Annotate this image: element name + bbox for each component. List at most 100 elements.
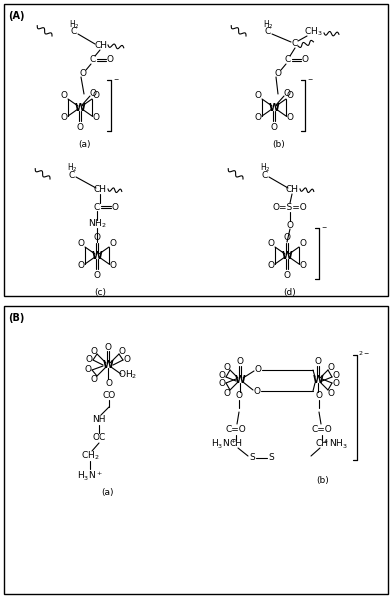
Text: (a): (a) (102, 489, 114, 498)
Text: O: O (89, 89, 96, 97)
Text: CH: CH (316, 440, 328, 448)
Text: H$_2$: H$_2$ (260, 161, 270, 174)
Text: O: O (270, 123, 278, 132)
Text: O: O (109, 240, 116, 249)
Text: O: O (267, 261, 274, 270)
Text: CH: CH (285, 185, 298, 194)
Text: O: O (254, 365, 261, 374)
Text: O: O (85, 365, 91, 374)
Text: S: S (249, 453, 255, 462)
Text: $^+$NH$_3$: $^+$NH$_3$ (321, 437, 347, 451)
Text: O: O (60, 114, 67, 123)
Text: NH: NH (92, 416, 106, 425)
Text: O: O (123, 355, 131, 364)
Text: O: O (299, 240, 307, 249)
Text: O: O (111, 203, 118, 212)
Text: O: O (85, 355, 93, 364)
Text: O: O (223, 389, 230, 398)
Text: $^-$: $^-$ (306, 75, 314, 84)
Text: CH: CH (94, 185, 107, 194)
Text: O: O (287, 221, 294, 230)
Text: (B): (B) (8, 313, 24, 323)
Text: O: O (236, 392, 243, 401)
Text: H$_2$: H$_2$ (69, 19, 79, 31)
Text: O: O (78, 240, 85, 249)
Text: O: O (254, 114, 261, 123)
Text: O: O (91, 374, 98, 383)
Text: $^-$: $^-$ (320, 224, 328, 233)
Text: O=S=O: O=S=O (272, 203, 307, 212)
Text: O: O (218, 380, 225, 389)
Text: O: O (93, 91, 100, 100)
Text: NH$_2$: NH$_2$ (88, 218, 106, 230)
Text: H$_3$N$^+$: H$_3$N$^+$ (211, 437, 237, 451)
Text: O: O (327, 389, 334, 398)
Text: O: O (91, 346, 98, 355)
Text: O: O (94, 270, 100, 279)
Text: O: O (105, 379, 113, 388)
Text: C: C (292, 39, 298, 48)
Text: C: C (69, 170, 75, 179)
Text: C: C (265, 28, 271, 36)
Text: O: O (316, 392, 323, 401)
Text: S: S (268, 453, 274, 462)
Text: (b): (b) (317, 475, 329, 484)
Text: O: O (236, 358, 243, 367)
Text: O: O (283, 233, 290, 242)
Text: O: O (314, 358, 321, 367)
Text: H$_3$N$^+$: H$_3$N$^+$ (77, 469, 103, 483)
Text: O: O (223, 362, 230, 371)
Text: O: O (267, 240, 274, 249)
Text: OH$_2$: OH$_2$ (118, 369, 138, 382)
Text: O: O (327, 362, 334, 371)
Text: CH$_2$: CH$_2$ (81, 450, 99, 462)
Text: O: O (287, 114, 294, 123)
Text: CH: CH (94, 41, 107, 50)
Text: O: O (93, 114, 100, 123)
Text: OC: OC (93, 434, 105, 443)
Text: CH: CH (229, 440, 243, 448)
Text: O: O (94, 233, 100, 242)
Text: C: C (71, 28, 77, 36)
Text: W: W (281, 251, 292, 261)
Text: O: O (218, 371, 225, 380)
Text: O: O (76, 123, 83, 132)
Text: O: O (299, 261, 307, 270)
Text: (a): (a) (79, 139, 91, 148)
Text: O: O (301, 56, 309, 65)
Text: (A): (A) (8, 11, 24, 21)
Text: C: C (262, 170, 268, 179)
Text: $^{2-}$: $^{2-}$ (358, 350, 370, 359)
Text: O: O (109, 261, 116, 270)
Text: H$_2$: H$_2$ (263, 19, 273, 31)
Text: O: O (254, 91, 261, 100)
Text: C=O: C=O (226, 426, 247, 435)
Text: O: O (78, 261, 85, 270)
Text: O: O (332, 380, 339, 389)
Text: W: W (92, 251, 102, 261)
Text: $^-$: $^-$ (112, 75, 120, 84)
Text: W: W (235, 375, 245, 385)
Text: W: W (74, 103, 85, 113)
Text: (d): (d) (284, 288, 296, 297)
Text: C: C (90, 56, 96, 65)
Text: O: O (283, 270, 290, 279)
Text: H$_2$: H$_2$ (67, 161, 77, 174)
Text: C: C (285, 56, 291, 65)
Text: O: O (332, 371, 339, 380)
Text: W: W (313, 375, 323, 385)
Text: CH$_3$: CH$_3$ (304, 26, 322, 38)
Text: O: O (107, 56, 114, 65)
Text: O: O (283, 89, 290, 97)
Text: O: O (118, 346, 125, 355)
Text: C: C (94, 203, 100, 212)
Text: O: O (60, 91, 67, 100)
Text: O: O (80, 69, 87, 78)
Text: W: W (103, 360, 113, 370)
Text: O: O (105, 343, 111, 352)
Text: (c): (c) (94, 288, 106, 297)
Text: O: O (287, 91, 294, 100)
Text: (b): (b) (272, 139, 285, 148)
Text: W: W (269, 103, 279, 113)
Text: C=O: C=O (312, 426, 332, 435)
